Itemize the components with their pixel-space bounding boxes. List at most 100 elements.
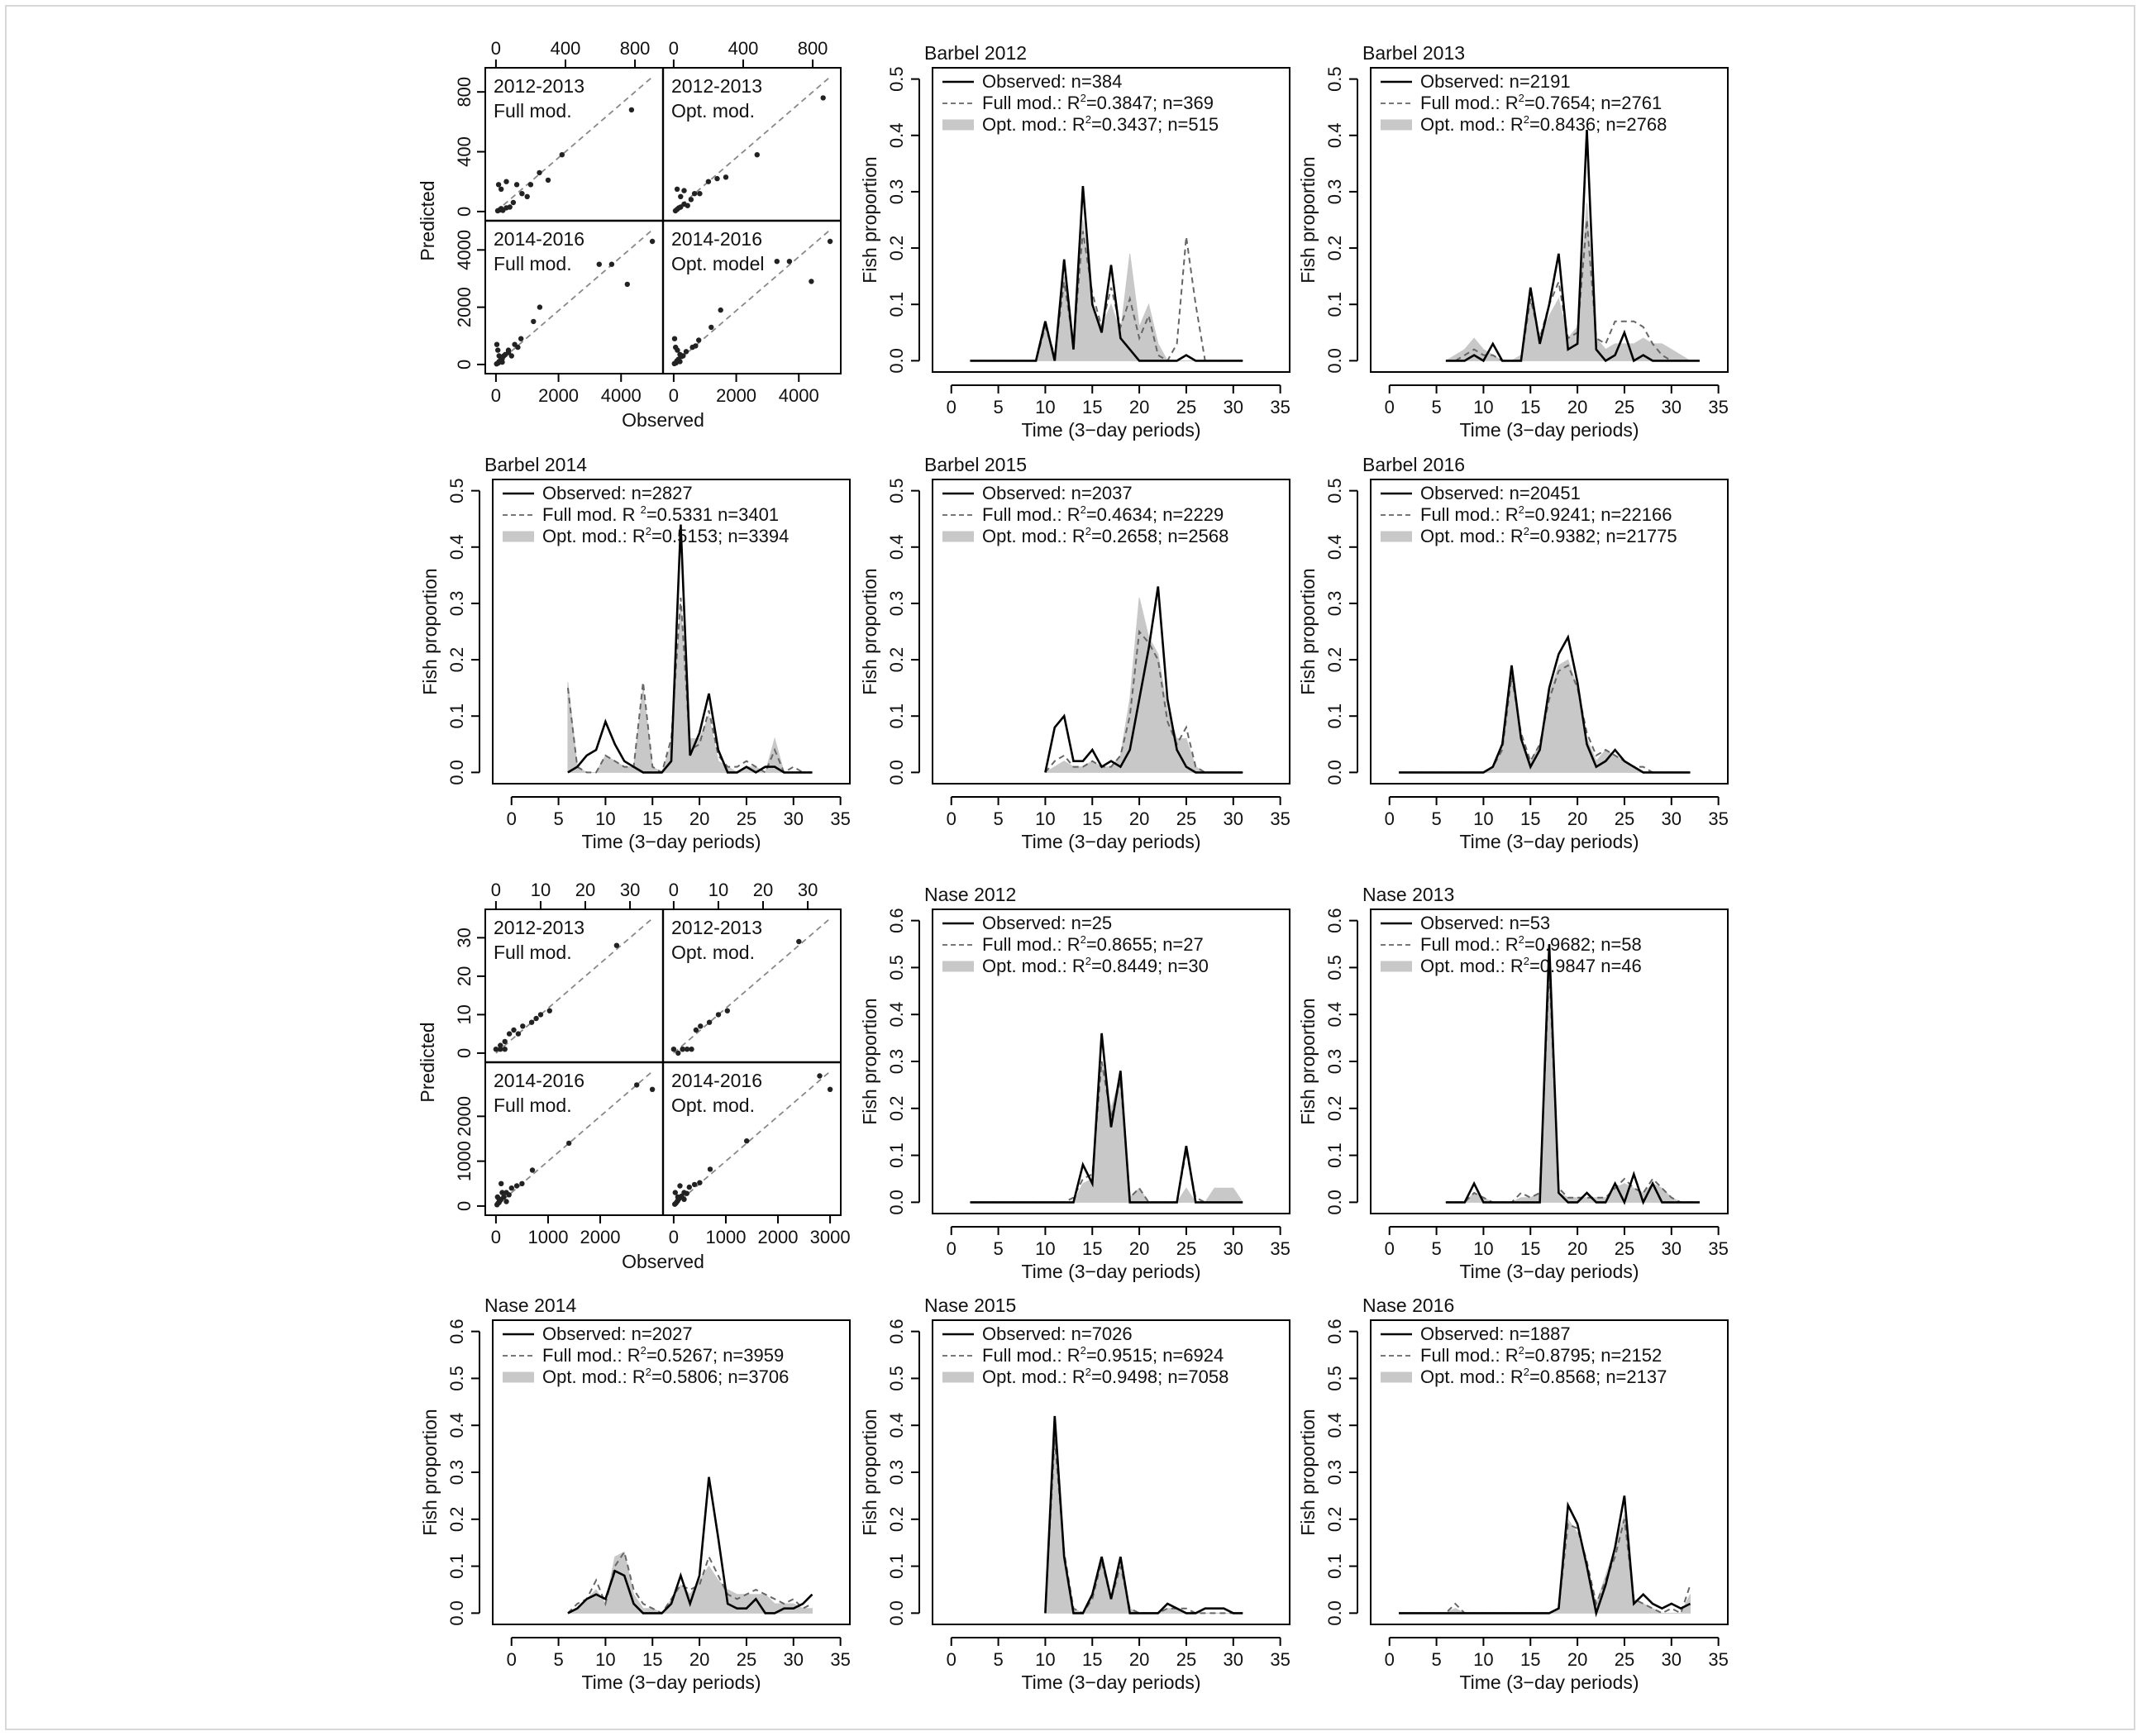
line-chart-nase-2015: Nase 2015 0 5 10 15 20 25 30 35 Time (3−day perio… [859,1295,1290,1693]
x-tick-label: 25 [1615,808,1634,829]
bottom-tick-label: 2000 [716,385,756,406]
x-tick-label: 10 [1035,808,1055,829]
bottom-tick-label: 1000 [527,1227,568,1247]
y-tick-label: 0.4 [886,1413,907,1438]
x-tick-label: 20 [1129,1238,1149,1259]
x-tick-label: 0 [947,808,957,829]
y-tick-label: 0.5 [1324,66,1345,92]
y-tick-label: 0.4 [446,534,467,560]
data-point [499,355,505,362]
bottom-tick-label: 2000 [580,1227,621,1247]
data-point [537,304,543,310]
data-point [506,1031,513,1037]
data-point [510,199,517,206]
legend-label-opt: Opt. mod.: R2=0.3437; n=515 [982,113,1219,135]
y-tick-label: 0.6 [1324,908,1345,933]
y-tick-label: 0.6 [886,908,907,933]
x-tick-label: 35 [1270,397,1290,417]
legend-label-observed: Observed: n=2027 [542,1323,693,1344]
x-tick-label: 30 [1662,1238,1682,1259]
y-tick-label: 0.1 [1324,1142,1345,1168]
data-point [628,107,635,113]
data-point [681,1196,687,1203]
bottom-tick-label: 2000 [758,1227,799,1247]
data-point [502,1047,508,1052]
data-point [505,347,512,353]
y-axis-label: Fish proportion [1297,156,1319,283]
y-tick-label: 0.1 [1324,292,1345,317]
bottom-tick-label: 3000 [810,1227,851,1247]
x-tick-label: 10 [1473,808,1493,829]
plot-frame [1370,1319,1729,1625]
panel-model: Opt. mod. [671,942,755,963]
bottom-tick-label: 0 [491,1227,501,1247]
y-tick-label: 0.1 [886,1553,907,1579]
left-tick-label: 0 [454,360,475,370]
plot-frame [932,479,1290,785]
top-tick-label: 400 [728,38,759,59]
data-point [698,1023,704,1029]
data-point [537,169,542,176]
panel-model: Opt. model [671,253,765,274]
x-tick-label: 35 [1708,1238,1728,1259]
legend-label-opt: Opt. mod.: R2=0.8436; n=2768 [1420,113,1667,135]
y-tick-label: 0.2 [886,1506,907,1532]
y-tick-label: 0.1 [886,1142,907,1168]
data-point [674,186,680,192]
series-observed [1044,1415,1243,1614]
y-tick-label: 0.2 [886,236,907,261]
line-chart-nase-2012: Nase 2012 0 5 10 15 20 25 30 35 Time (3−day perio… [859,884,1290,1282]
x-axis-label: Time (3−day periods) [1021,419,1200,441]
y-tick-label: 0.0 [886,1600,907,1626]
one-to-one-line [495,918,653,1054]
data-point [697,191,703,197]
y-tick-label: 0.0 [886,348,907,374]
x-tick-label: 10 [1035,397,1055,417]
y-tick-label: 0.2 [446,1506,467,1532]
left-tick-label: 0 [454,1048,475,1058]
y-tick-label: 0.5 [446,1366,467,1391]
data-point [596,261,602,267]
top-tick-label: 400 [551,38,581,59]
data-point [502,1038,508,1045]
scatter-panel: 2014-2016 Full mod. [494,1070,656,1208]
x-tick-label: 35 [830,808,850,829]
data-point [754,152,760,158]
panel-period: 2012-2013 [494,917,584,938]
x-tick-label: 25 [737,1649,756,1670]
x-tick-label: 15 [1520,808,1540,829]
data-point [686,1184,692,1190]
x-tick-label: 20 [1129,808,1149,829]
x-tick-label: 30 [1662,397,1682,417]
x-tick-label: 35 [1270,808,1290,829]
data-point [528,1019,535,1025]
y-tick-label: 0.2 [446,647,467,673]
data-point [675,1050,681,1056]
y-tick-label: 0.3 [886,1049,907,1075]
panel-period: 2014-2016 [671,1070,762,1091]
y-axis-label: Predicted [417,180,438,260]
x-tick-label: 5 [993,1649,1003,1670]
data-point [680,1047,685,1052]
data-point [683,349,689,355]
x-tick-label: 5 [993,1238,1003,1259]
y-axis-label: Fish proportion [1297,998,1319,1124]
one-to-one-line [495,229,653,365]
legend-label-opt: Opt. mod.: R2=0.8568; n=2137 [1420,1366,1667,1387]
line-chart-nase-2014: Nase 2014 0 5 10 15 20 25 30 35 Time (3−day perio… [419,1295,851,1693]
data-point [495,182,502,188]
chart-title: Barbel 2013 [1362,42,1465,64]
x-tick-label: 10 [1035,1649,1055,1670]
data-point [672,1190,678,1195]
data-point [545,177,551,184]
data-point [685,203,690,208]
top-tick-label: 800 [798,38,828,59]
line-chart-nase-2016: Nase 2016 0 5 10 15 20 25 30 35 Time (3−day perio… [1297,1295,1729,1693]
data-point [498,1047,503,1052]
line-chart-barbel-2013: Barbel 2013 0 5 10 15 20 25 30 35 Time (3−day per… [1297,42,1729,441]
